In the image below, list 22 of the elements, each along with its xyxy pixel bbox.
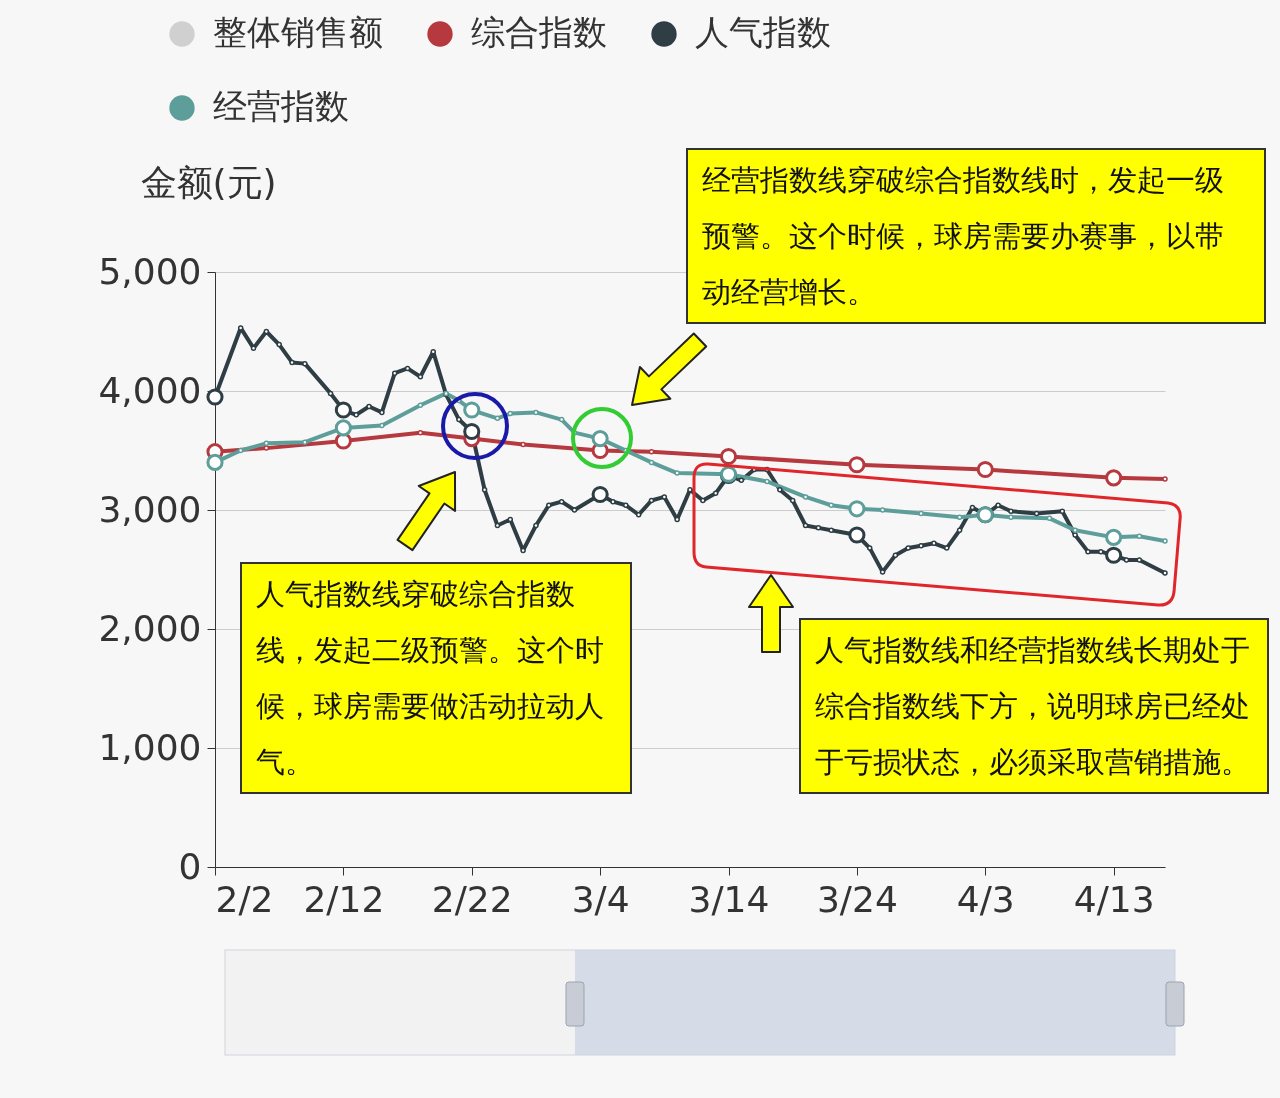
y-tick-label: 4,000	[98, 369, 202, 411]
annotation: 人气指数线和经营指数线长期处于综合指数线下方，说明球房已经处于亏损状态，必须采取营销措施。	[799, 618, 1269, 794]
y-tick-label: 1,000	[98, 726, 202, 768]
legend-label: 整体销售额	[213, 12, 383, 52]
x-tick-label: 2/22	[431, 878, 513, 920]
y-tick-label: 3,000	[98, 488, 202, 530]
legend-label: 综合指数	[471, 12, 607, 52]
x-tick-label: 3/24	[816, 878, 898, 920]
annotation: 人气指数线穿破综合指数线，发起二级预警。这个时候，球房需要做活动拉动人气。	[240, 562, 632, 794]
legend-label: 经营指数	[213, 86, 349, 126]
x-tick-label: 3/4	[571, 878, 630, 920]
x-tick-label: 2/2	[215, 878, 274, 920]
x-tick-label: 4/3	[956, 878, 1015, 920]
x-tick-label: 3/14	[688, 878, 770, 920]
annotation: 经营指数线穿破综合指数线时，发起一级预警。这个时候，球房需要办赛事，以带动经营增长。	[686, 148, 1266, 324]
legend-label: 人气指数	[695, 12, 831, 52]
y-tick-label: 5,000	[98, 250, 202, 292]
y-tick-label: 0	[178, 845, 202, 887]
y-axis-title: 金额(元)	[140, 161, 277, 203]
y-tick-label: 2,000	[98, 607, 202, 649]
x-tick-label: 2/12	[303, 878, 385, 920]
x-tick-label: 4/13	[1073, 878, 1155, 920]
